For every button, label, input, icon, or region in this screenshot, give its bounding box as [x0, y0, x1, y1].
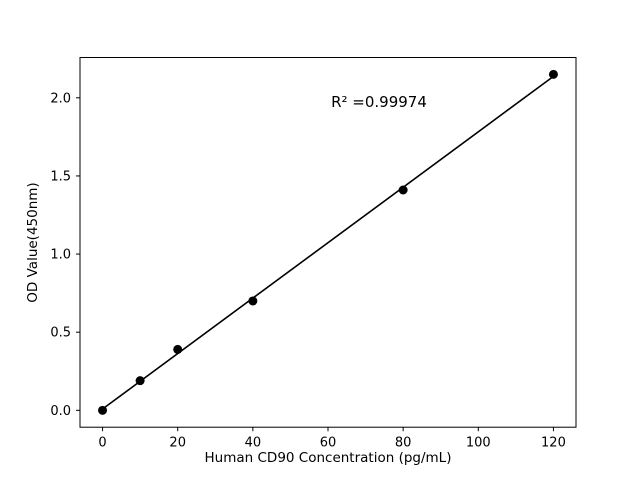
y-axis-label: OD Value(450nm) [25, 182, 41, 302]
plot-border [79, 57, 577, 428]
x-tick-label: 40 [245, 436, 262, 451]
fit-line [101, 75, 555, 410]
series [98, 69, 558, 415]
x-tick-label: 100 [466, 436, 491, 451]
y-tick-label: 2.0 [50, 91, 71, 106]
data-point [398, 185, 408, 195]
x-tick-label: 20 [169, 436, 186, 451]
y-tick-label: 0.0 [50, 404, 71, 419]
x-tick-label: 0 [98, 436, 106, 451]
axis-ticks: 0 20 40 60 80 100 120 0.0 0.5 1.0 1.5 2.0 [50, 91, 566, 450]
data-point [173, 344, 183, 354]
data-point [135, 376, 145, 386]
x-axis-label: Human CD90 Concentration (pg/mL) [205, 450, 452, 466]
data-point [98, 405, 108, 415]
data-point [548, 69, 558, 79]
x-tick-label: 120 [541, 436, 566, 451]
x-tick-label: 80 [395, 436, 412, 451]
y-tick-label: 0.5 [50, 326, 71, 341]
y-tick-label: 1.5 [50, 169, 71, 184]
data-point [248, 296, 258, 306]
y-tick-label: 1.0 [50, 248, 71, 263]
x-tick-label: 60 [320, 436, 337, 451]
r-squared-annotation: R² =0.99974 [331, 93, 427, 111]
